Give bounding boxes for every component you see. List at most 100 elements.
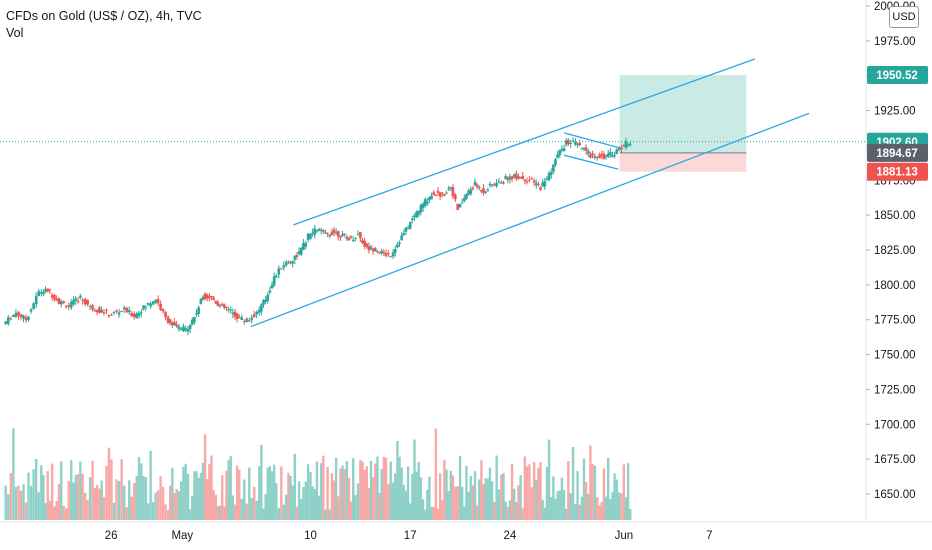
- volume-bar: [552, 476, 555, 520]
- volume-bar: [411, 474, 414, 520]
- volume-bar: [482, 484, 485, 520]
- candle-body: [359, 231, 362, 239]
- volume-bar: [624, 497, 628, 520]
- volume-bar: [475, 505, 479, 520]
- candle-body: [384, 253, 388, 256]
- candle-body: [74, 298, 78, 301]
- candle-body: [93, 310, 97, 312]
- volume-bar: [521, 508, 524, 520]
- volume-bar: [391, 482, 395, 520]
- volume-bar: [88, 477, 92, 520]
- candle-body: [456, 203, 459, 210]
- volume-bar: [107, 447, 111, 520]
- candle-body: [482, 188, 485, 194]
- volume-bar: [255, 500, 258, 520]
- volume-bar: [345, 461, 349, 520]
- volume-bar: [580, 496, 584, 520]
- candle-body: [237, 317, 241, 319]
- volume-bar: [617, 492, 621, 520]
- volume-bar: [535, 479, 538, 520]
- candle-body: [582, 147, 586, 149]
- volume-bar: [164, 504, 167, 520]
- volume-bar: [214, 494, 217, 520]
- volume-bar: [304, 481, 307, 520]
- volume-bar: [471, 485, 475, 520]
- candle-body: [419, 204, 423, 213]
- candle-body: [569, 142, 572, 144]
- y-tick-label: 1975.00: [874, 36, 916, 48]
- volume-bar: [191, 496, 194, 520]
- candle-body: [404, 227, 408, 232]
- volume-bar: [510, 463, 514, 520]
- volume-bar: [486, 478, 490, 520]
- volume-bar: [337, 496, 340, 520]
- volume-bar: [250, 498, 253, 520]
- candle-body: [502, 182, 505, 184]
- volume-bar: [519, 475, 522, 520]
- volume-bar: [488, 467, 492, 520]
- candle-body: [528, 179, 531, 181]
- candle-body: [552, 164, 555, 172]
- volume-bar: [451, 475, 455, 520]
- currency-button[interactable]: USD: [889, 6, 919, 28]
- candle-body: [411, 218, 414, 221]
- volume-bar: [302, 487, 305, 520]
- candle-body: [270, 284, 274, 288]
- candle-body: [139, 312, 143, 314]
- candle-body: [626, 145, 630, 147]
- candle-body: [497, 181, 501, 183]
- trend-channel[interactable]: [250, 58, 810, 328]
- candle-body: [564, 140, 568, 145]
- volume-bar: [598, 505, 601, 520]
- volume-bar: [142, 476, 145, 520]
- candle-body: [519, 177, 522, 179]
- candle-body: [591, 153, 594, 156]
- volume-bar: [558, 490, 561, 520]
- candle-body: [19, 314, 23, 318]
- volume-bar: [550, 497, 553, 520]
- candle-body: [539, 187, 542, 191]
- volume-bar: [123, 485, 126, 520]
- candle-body: [443, 194, 446, 196]
- volume-bar: [596, 497, 599, 520]
- volume-bar: [541, 499, 544, 520]
- volume-bar: [478, 479, 481, 520]
- candle-body: [606, 153, 610, 157]
- volume-bar: [432, 506, 435, 520]
- candle-body: [490, 184, 494, 186]
- volume-bar: [53, 506, 56, 520]
- candle-body: [306, 233, 310, 240]
- flag-bottom-line[interactable]: [563, 154, 619, 170]
- volume-bar: [417, 462, 420, 520]
- candle-body: [322, 230, 325, 232]
- candle-body: [231, 312, 235, 314]
- volume-bar: [506, 506, 509, 520]
- candle-body: [378, 252, 381, 254]
- candle-body: [475, 184, 479, 187]
- volume-bar: [289, 475, 292, 520]
- candle-body: [326, 233, 329, 235]
- candle-body: [218, 305, 222, 307]
- candle-body: [445, 192, 448, 194]
- candle-body: [175, 324, 178, 327]
- flag-top-line[interactable]: [563, 132, 622, 149]
- volume-bar: [258, 466, 261, 520]
- y-tick-label: 1675.00: [874, 454, 916, 466]
- volume-indicator-label[interactable]: Vol: [6, 26, 24, 40]
- candle-body: [620, 147, 623, 150]
- candle-body: [367, 246, 371, 251]
- candle-body: [376, 250, 379, 252]
- channel-lower-line[interactable]: [250, 112, 810, 328]
- volume-bar: [227, 460, 230, 520]
- candle-body: [168, 319, 172, 324]
- volume-bar: [293, 453, 297, 520]
- volume-bar: [347, 477, 351, 520]
- volume-bar: [515, 502, 518, 520]
- candle-body: [32, 303, 35, 309]
- channel-upper-line[interactable]: [293, 58, 756, 226]
- candle-body: [471, 187, 475, 189]
- volume-bar: [115, 479, 118, 520]
- volume-bar: [105, 465, 108, 520]
- volume-bar: [438, 473, 442, 520]
